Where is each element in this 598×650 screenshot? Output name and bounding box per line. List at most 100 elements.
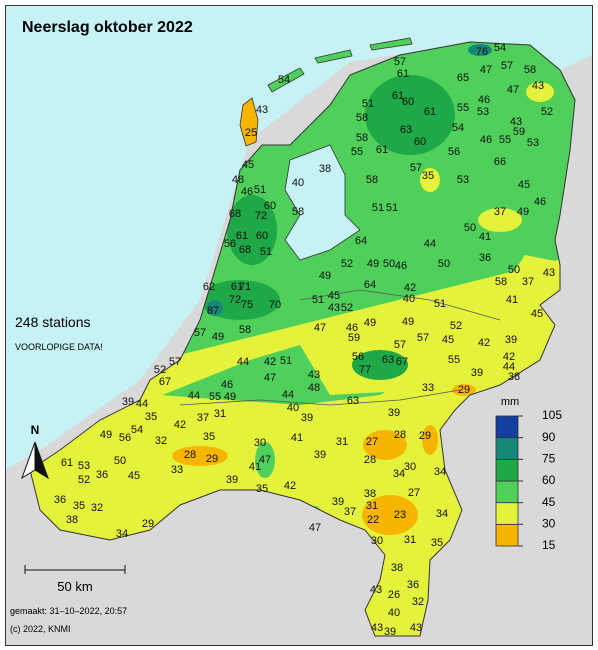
- station-value: 32: [412, 596, 424, 608]
- field-15-30: [363, 430, 407, 460]
- station-value: 52: [450, 320, 462, 332]
- station-value: 37: [494, 206, 506, 218]
- station-value: 57: [410, 162, 422, 174]
- station-value: 49: [517, 206, 529, 218]
- legend-class: [495, 458, 519, 482]
- station-value: 39: [471, 367, 483, 379]
- station-value: 45: [328, 290, 340, 302]
- station-value: 55: [448, 354, 460, 366]
- field-60-75: [227, 195, 277, 265]
- station-value: 60: [256, 230, 268, 242]
- station-value: 42: [264, 356, 276, 368]
- station-value: 39: [332, 496, 344, 508]
- station-value: 47: [259, 454, 271, 466]
- station-value: 52: [341, 258, 353, 270]
- station-value: 49: [367, 258, 379, 270]
- station-value: 60: [414, 136, 426, 148]
- station-value: 42: [174, 419, 186, 431]
- station-value: 58: [495, 276, 507, 288]
- station-value: 37: [197, 412, 209, 424]
- station-value: 23: [394, 509, 406, 521]
- station-value: 40: [388, 607, 400, 619]
- station-value: 29: [142, 518, 154, 530]
- station-value: 44: [188, 390, 200, 402]
- station-value: 68: [239, 244, 251, 256]
- field-15-30: [422, 425, 438, 455]
- station-value: 49: [402, 316, 414, 328]
- legend-tick-label: 75: [542, 452, 556, 466]
- made-note: gemaakt: 31–10–2022, 20:57: [10, 606, 127, 616]
- station-value: 44: [424, 238, 436, 250]
- station-value: 51: [280, 355, 292, 367]
- north-label: N: [31, 423, 40, 437]
- station-value: 51: [386, 202, 398, 214]
- station-value: 43: [256, 104, 268, 116]
- station-value: 76: [476, 46, 488, 58]
- station-value: 62: [203, 281, 215, 293]
- station-value: 50: [438, 258, 450, 270]
- station-value: 48: [308, 382, 320, 394]
- station-value: 28: [364, 454, 376, 466]
- station-value: 58: [524, 64, 536, 76]
- station-value: 55: [457, 102, 469, 114]
- station-value: 46: [241, 186, 253, 198]
- station-value: 46: [346, 322, 358, 334]
- field-60-75: [352, 350, 408, 380]
- station-value: 41: [506, 294, 518, 306]
- station-value: 59: [348, 332, 360, 344]
- station-value: 30: [371, 535, 383, 547]
- legend-tick-label: 45: [542, 495, 556, 509]
- station-value: 40: [292, 177, 304, 189]
- station-value: 38: [66, 514, 78, 526]
- station-value: 32: [155, 435, 167, 447]
- station-value: 26: [388, 589, 400, 601]
- station-value: 51: [260, 246, 272, 258]
- station-value: 28: [184, 449, 196, 461]
- station-value: 67: [159, 376, 171, 388]
- river: [179, 389, 461, 406]
- legend-class: [495, 523, 519, 547]
- station-value: 55: [351, 146, 363, 158]
- station-value: 58: [292, 206, 304, 218]
- scale-bar: [24, 565, 126, 574]
- station-value: 63: [347, 395, 359, 407]
- station-value: 34: [436, 508, 448, 520]
- station-value: 35: [422, 170, 434, 182]
- field-60-75: [365, 75, 455, 155]
- station-value: 38: [319, 163, 331, 175]
- station-value: 51: [372, 202, 384, 214]
- station-value: 66: [494, 156, 506, 168]
- station-value: 42: [404, 282, 416, 294]
- station-value: 43: [532, 80, 544, 92]
- station-value: 29: [458, 384, 470, 396]
- station-value: 64: [355, 235, 367, 247]
- sea: [5, 5, 592, 470]
- station-value: 57: [394, 56, 406, 68]
- copyright: (c) 2022, KNMI: [10, 624, 71, 634]
- station-value: 61: [392, 90, 404, 102]
- station-value: 58: [356, 132, 368, 144]
- station-value: 49: [319, 270, 331, 282]
- station-value: 47: [314, 322, 326, 334]
- station-value: 25: [245, 127, 257, 139]
- station-value: 63: [382, 354, 394, 366]
- station-value: 36: [96, 469, 108, 481]
- station-value: 51: [254, 184, 266, 196]
- data-note: VOORLOPIGE DATA!: [15, 342, 103, 352]
- station-value: 43: [410, 622, 422, 634]
- station-value: 35: [203, 431, 215, 443]
- station-value: 61: [236, 230, 248, 242]
- station-value: 61: [231, 281, 243, 293]
- station-value: 56: [352, 351, 364, 363]
- station-value: 68: [229, 208, 241, 220]
- station-value: 72: [255, 210, 267, 222]
- station-value: 51: [434, 298, 446, 310]
- station-value: 44: [136, 398, 148, 410]
- station-value: 28: [394, 429, 406, 441]
- station-value: 71: [239, 281, 251, 293]
- station-value: 42: [284, 480, 296, 492]
- station-value: 47: [309, 522, 321, 534]
- station-value: 41: [291, 432, 303, 444]
- field-15-30: [452, 384, 476, 396]
